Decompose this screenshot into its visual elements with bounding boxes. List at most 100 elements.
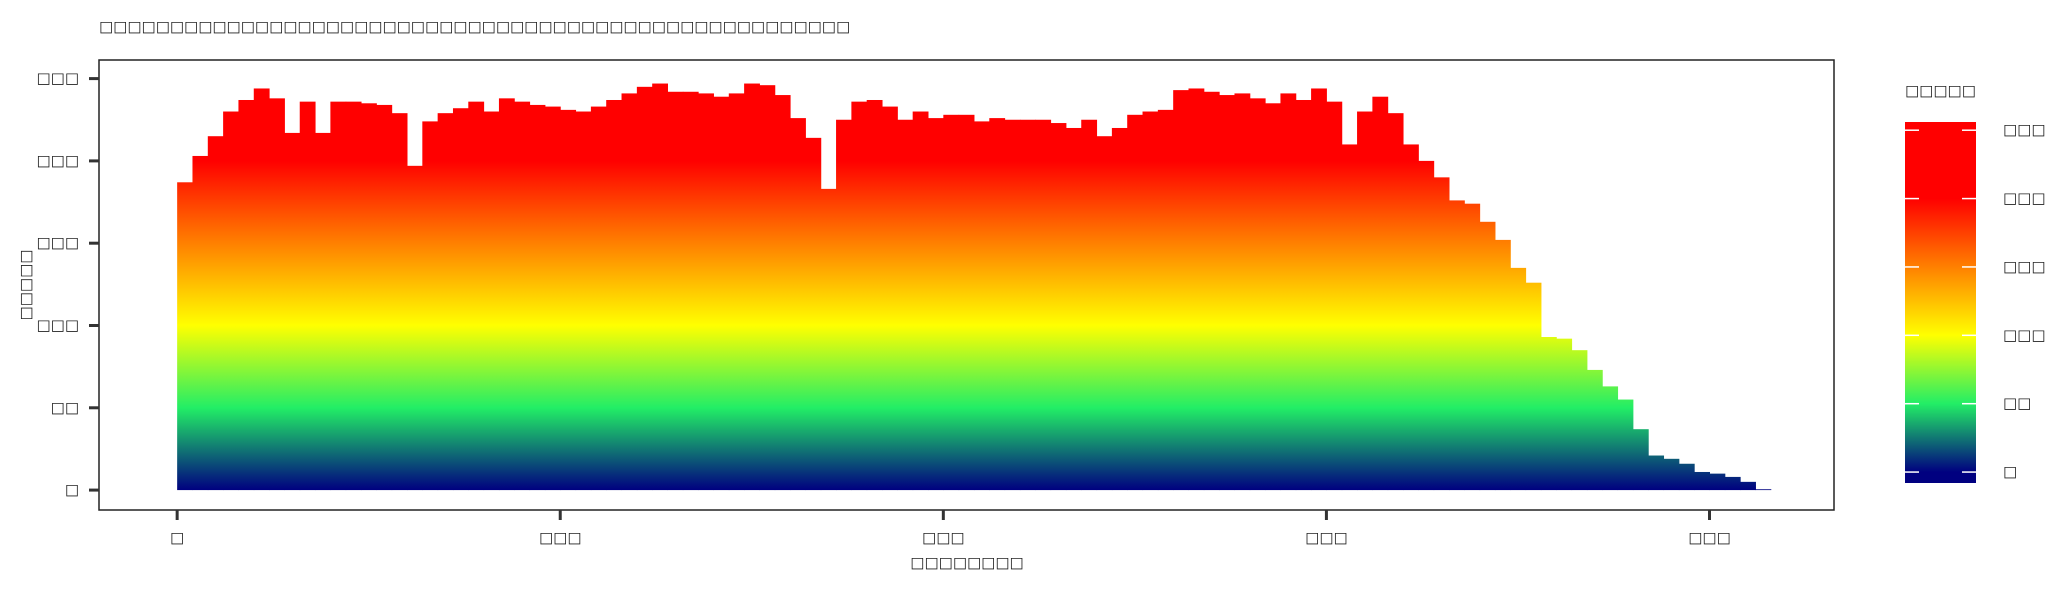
bar: [1663, 458, 1680, 491]
bar: [1188, 88, 1205, 491]
chart-title: □□□□□□□□□□□□□□□□□□□□□□□□□□□□□□□□□□□□□□□□…: [99, 18, 850, 36]
y-axis-label: □□□□□: [17, 250, 35, 321]
bar: [1403, 144, 1419, 491]
bar: [790, 118, 806, 491]
bar: [927, 118, 944, 491]
bar: [1464, 203, 1481, 491]
x-tick-label: □□□: [922, 529, 965, 547]
bar: [1525, 282, 1542, 491]
bar: [1157, 109, 1174, 491]
y-tick-label: □□□: [36, 69, 79, 87]
bar: [1265, 103, 1281, 491]
bar: [1448, 200, 1465, 491]
x-tick-label: □: [170, 529, 184, 547]
bar: [1004, 119, 1021, 491]
x-axis-label: □□□□□□□□: [910, 554, 1023, 572]
bar: [958, 114, 975, 491]
colorbar-label: □□: [2003, 394, 2031, 412]
legend-title: □□□□□: [1905, 82, 1976, 100]
y-tick-label: □: [65, 481, 79, 499]
bar: [621, 93, 638, 491]
bar: [284, 132, 301, 491]
bar: [1540, 337, 1557, 491]
bar: [269, 98, 285, 491]
bar: [207, 136, 224, 491]
colorbar-label: □□□: [2003, 189, 2046, 207]
bar: [744, 83, 760, 491]
bar: [713, 96, 730, 491]
bar: [1357, 111, 1373, 491]
bar: [1341, 144, 1358, 491]
bar: [560, 109, 577, 491]
colorbar-label: □□□: [2003, 326, 2046, 344]
colorbar-label: □□□: [2003, 257, 2046, 275]
bar: [897, 119, 914, 491]
bar: [1326, 101, 1343, 491]
bar: [253, 88, 270, 491]
bar: [1372, 96, 1389, 491]
bar: [1065, 127, 1082, 491]
bar: [1295, 99, 1312, 491]
bar: [315, 132, 331, 491]
bar: [1678, 463, 1695, 491]
bar: [498, 98, 515, 491]
colorbar-label: □: [2003, 463, 2017, 481]
bar: [866, 99, 883, 491]
bar: [1111, 127, 1128, 491]
bar: [238, 99, 255, 491]
y-tick-label: □□□: [36, 151, 79, 169]
bar: [529, 104, 546, 491]
bar: [1203, 91, 1220, 491]
bar: [1709, 473, 1726, 491]
bar: [345, 101, 362, 491]
bar: [1740, 481, 1756, 491]
bar: [1556, 338, 1573, 491]
bar: [774, 95, 791, 491]
bar: [1173, 90, 1189, 491]
bar: [192, 155, 209, 491]
bar: [805, 137, 822, 491]
bar: [682, 91, 699, 491]
bar: [1632, 429, 1649, 491]
bar: [407, 165, 423, 491]
bar: [361, 103, 377, 491]
bar: [606, 99, 623, 491]
bar: [1724, 476, 1741, 491]
bar: [422, 121, 439, 491]
bar: [1035, 119, 1052, 491]
colorbar: [1905, 122, 1976, 483]
bar: [1586, 369, 1603, 491]
bar: [468, 101, 485, 491]
bar: [590, 106, 607, 491]
bar: [1219, 95, 1235, 491]
bar: [1494, 239, 1511, 491]
x-tick-label: □□□: [539, 529, 582, 547]
bar: [391, 113, 408, 491]
bar: [223, 111, 239, 491]
y-tick-label: □□□: [36, 234, 79, 252]
bar: [376, 104, 393, 491]
bar: [1418, 160, 1435, 491]
bar: [575, 111, 592, 491]
y-tick-label: □□: [51, 398, 79, 416]
bar: [1249, 98, 1266, 491]
x-tick-label: □□□: [1688, 529, 1731, 547]
bar: [1096, 136, 1113, 491]
bar: [973, 121, 990, 491]
bar: [1571, 350, 1588, 491]
bar: [1081, 119, 1098, 491]
bar: [989, 118, 1006, 491]
bar: [1479, 221, 1496, 491]
bar: [836, 119, 852, 491]
bar: [452, 108, 469, 491]
bar: [851, 101, 868, 491]
y-tick-label: □□□: [36, 316, 79, 334]
bar: [1280, 93, 1297, 491]
colorbar-label: □□□: [2003, 121, 2046, 139]
x-tick-label: □□□: [1305, 529, 1348, 547]
bar: [1694, 471, 1710, 491]
bar: [483, 111, 500, 491]
bar: [912, 111, 929, 491]
bar: [698, 93, 714, 491]
